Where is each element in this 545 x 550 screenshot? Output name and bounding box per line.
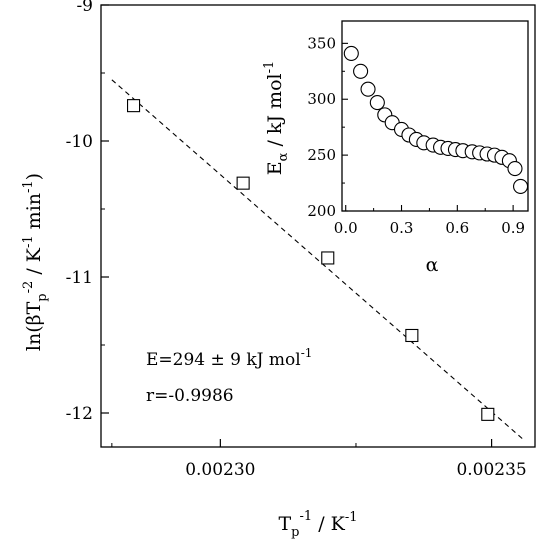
data-point-square [405,328,419,343]
data-point-circle [507,160,523,177]
main-y-tick-label: -12 [66,404,93,424]
data-point-square [321,251,335,265]
inset-y-tick-label: 250 [307,146,336,164]
data-point-circle [360,81,376,97]
data-point-circle [353,63,369,79]
main-plot-frame [100,4,536,448]
inset-x-tick-label: 0.6 [445,219,469,237]
main-y-tick-label: -10 [66,132,93,152]
main-x-axis-label: Tp-1 / K-1 [278,509,357,540]
main-data-points [127,99,495,421]
inset-y-ticks: 200 250 300 350 [307,34,348,220]
data-point-circle [343,45,359,61]
data-point-square [127,99,141,113]
main-y-tick-label: -9 [76,0,93,16]
main-plot: -9 -10 -11 -12 0.00230 0.00235 ln(βTp-2 / K-… [21,0,536,540]
inset-x-axis-label: α [426,254,439,276]
main-y-axis-label: ln(βTp-2 / K-1 min-1) [21,173,50,351]
linear-fit-line [111,79,525,441]
inset-x-ticks: 0.0 0.3 0.6 0.9 [334,205,525,237]
inset-y-tick-label: 300 [307,90,336,108]
main-y-tick-label: -11 [66,268,93,288]
inset-y-tick-label: 200 [307,202,336,220]
main-x-ticks: 0.00230 0.00235 [111,439,527,480]
activation-energy-annotation: E=294 ± 9 kJ mol-1 [146,346,312,370]
inset-y-tick-label: 350 [307,34,336,52]
correlation-annotation: r=-0.9986 [146,386,234,406]
inset-x-tick-label: 0.3 [390,219,414,237]
data-point-square [236,176,250,190]
inset-x-tick-label: 0.9 [501,219,525,237]
inset-y-axis-label: Eα / kJ mol-1 [262,61,291,176]
data-point-square [481,407,495,421]
inset-plot-frame [341,20,529,212]
data-point-circle [513,178,529,194]
inset-data-points [343,45,529,194]
data-point-circle [369,95,385,111]
main-x-tick-label: 0.00230 [185,460,255,480]
main-y-ticks: -9 -10 -11 -12 [66,0,109,424]
inset-x-tick-label: 0.0 [334,219,358,237]
inset-background [328,21,528,211]
main-x-tick-label: 0.00235 [456,460,526,480]
